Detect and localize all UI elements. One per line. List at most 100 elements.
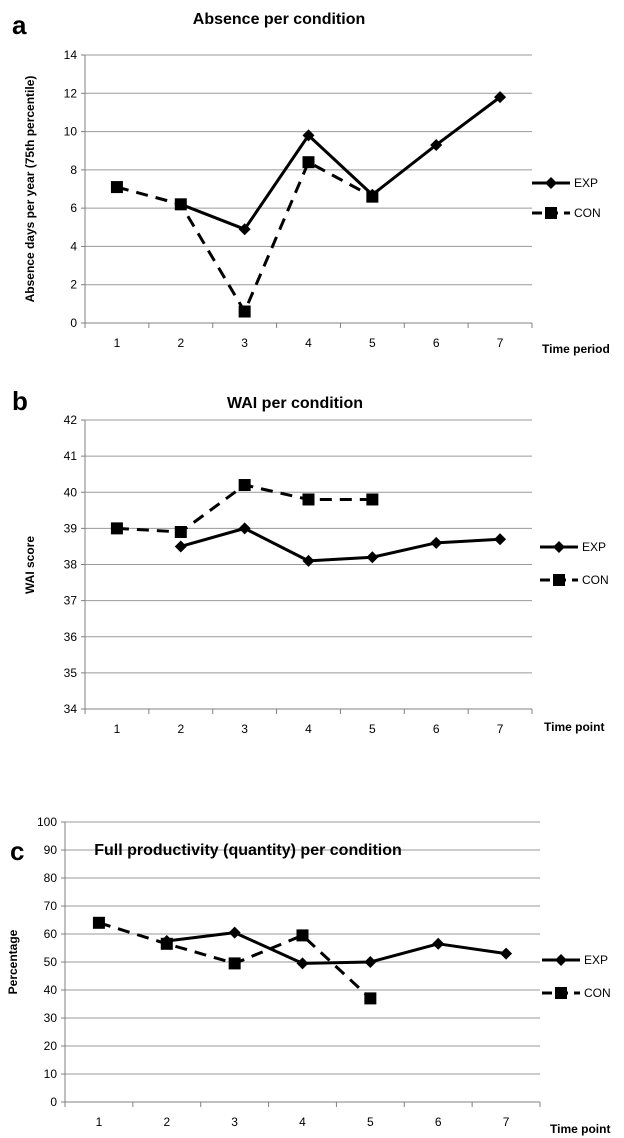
chart-title: WAI per condition bbox=[227, 395, 363, 412]
x-tick-label: 1 bbox=[114, 336, 121, 350]
y-tick-label: 34 bbox=[64, 702, 78, 716]
data-point-exp bbox=[364, 956, 377, 968]
y-tick-label: 6 bbox=[70, 201, 77, 215]
data-point-con bbox=[302, 493, 315, 506]
legend-label-con: CON bbox=[584, 986, 611, 1000]
data-point-exp bbox=[494, 533, 507, 546]
y-tick-label: 70 bbox=[44, 899, 58, 913]
series-line-exp bbox=[180, 95, 501, 231]
legend-label-exp: EXP bbox=[584, 953, 608, 967]
x-tick-label: 2 bbox=[177, 336, 184, 350]
y-tick-label: 80 bbox=[44, 871, 58, 885]
x-tick-label: 5 bbox=[369, 336, 376, 350]
data-point-con bbox=[92, 916, 105, 929]
data-point-exp bbox=[366, 551, 379, 564]
y-tick-label: 39 bbox=[64, 521, 78, 535]
data-point-exp bbox=[296, 957, 309, 970]
legend-marker-con bbox=[545, 207, 557, 219]
y-tick-label: 0 bbox=[50, 1095, 57, 1109]
y-tick-label: 14 bbox=[64, 48, 78, 62]
data-point-exp bbox=[238, 223, 251, 236]
y-axis-label: Absence days per year (75th percentile) bbox=[23, 76, 37, 303]
chart-title: Full productivity (quantity) per conditi… bbox=[94, 842, 402, 859]
data-point-con bbox=[160, 937, 173, 950]
data-point-exp bbox=[238, 522, 251, 535]
x-tick-label: 6 bbox=[435, 1115, 442, 1129]
data-point-exp bbox=[302, 129, 315, 142]
data-point-con bbox=[174, 525, 187, 538]
x-tick-label: 4 bbox=[305, 722, 312, 736]
x-tick-label: 2 bbox=[163, 1115, 170, 1129]
data-point-con bbox=[110, 522, 123, 535]
y-tick-label: 12 bbox=[64, 86, 78, 100]
data-point-con bbox=[174, 198, 187, 211]
panel-letter: b bbox=[12, 386, 28, 416]
legend-marker-con bbox=[555, 987, 567, 999]
data-point-exp bbox=[302, 554, 315, 567]
x-tick-label: 3 bbox=[241, 722, 248, 736]
y-tick-label: 35 bbox=[64, 666, 78, 680]
panel-letter: a bbox=[12, 10, 27, 40]
data-point-con bbox=[366, 190, 379, 203]
x-tick-label: 5 bbox=[369, 722, 376, 736]
x-tick-label: 4 bbox=[299, 1115, 306, 1129]
x-tick-label: 3 bbox=[231, 1115, 238, 1129]
x-tick-label: 7 bbox=[497, 336, 504, 350]
y-tick-label: 90 bbox=[44, 843, 58, 857]
series-line-exp bbox=[180, 526, 501, 563]
chart-panel-c: 0 10 20 30 40 50 60 70 80 90 100 1 2 3 4 5 6 7 EXP CON c Full… bbox=[6, 815, 611, 1136]
legend-label-con: CON bbox=[574, 206, 601, 220]
legend-label-exp: EXP bbox=[574, 176, 598, 190]
series-line-exp bbox=[166, 931, 507, 965]
x-tick-label: 1 bbox=[96, 1115, 103, 1129]
panel-letter: c bbox=[10, 836, 24, 866]
data-point-con bbox=[296, 929, 309, 942]
y-tick-label: 60 bbox=[44, 927, 58, 941]
y-tick-label: 36 bbox=[64, 630, 78, 644]
x-tick-label: 4 bbox=[305, 336, 312, 350]
data-point-exp bbox=[500, 947, 513, 960]
x-tick-label: 2 bbox=[177, 722, 184, 736]
legend-marker-exp bbox=[555, 954, 567, 966]
x-tick-label: 7 bbox=[497, 722, 504, 736]
x-axis-label: Time point bbox=[544, 720, 604, 734]
x-tick-label: 1 bbox=[114, 722, 121, 736]
x-tick-label: 5 bbox=[367, 1115, 374, 1129]
y-tick-label: 40 bbox=[44, 983, 58, 997]
x-axis-label: Time point bbox=[550, 1122, 610, 1136]
data-point-con bbox=[238, 305, 251, 318]
y-tick-label: 38 bbox=[64, 558, 78, 572]
y-tick-label: 2 bbox=[70, 278, 77, 292]
legend-label-exp: EXP bbox=[582, 540, 606, 554]
y-tick-label: 10 bbox=[44, 1067, 58, 1081]
y-axis-label: WAI score bbox=[23, 536, 37, 594]
y-tick-label: 40 bbox=[64, 485, 78, 499]
data-point-exp bbox=[430, 536, 443, 549]
y-tick-label: 41 bbox=[64, 449, 78, 463]
y-tick-label: 10 bbox=[64, 125, 78, 139]
x-tick-label: 6 bbox=[433, 722, 440, 736]
data-point-con bbox=[228, 957, 241, 970]
data-point-con bbox=[364, 992, 377, 1005]
data-point-exp bbox=[432, 937, 445, 950]
legend-marker-exp bbox=[553, 541, 565, 553]
y-tick-label: 50 bbox=[44, 955, 58, 969]
y-tick-label: 20 bbox=[44, 1039, 58, 1053]
y-tick-label: 100 bbox=[37, 815, 57, 829]
data-point-exp bbox=[430, 138, 443, 151]
x-tick-label: 6 bbox=[433, 336, 440, 350]
y-tick-label: 0 bbox=[70, 316, 77, 330]
data-point-con bbox=[302, 156, 315, 169]
y-tick-label: 37 bbox=[64, 594, 78, 608]
y-tick-label: 42 bbox=[64, 413, 78, 427]
data-point-exp bbox=[494, 91, 507, 104]
legend-label-con: CON bbox=[582, 573, 609, 587]
legend-marker-exp bbox=[545, 177, 557, 189]
data-point-con bbox=[366, 493, 379, 506]
legend-marker-con bbox=[553, 574, 565, 586]
data-point-con bbox=[110, 181, 123, 194]
data-point-exp bbox=[228, 926, 241, 939]
